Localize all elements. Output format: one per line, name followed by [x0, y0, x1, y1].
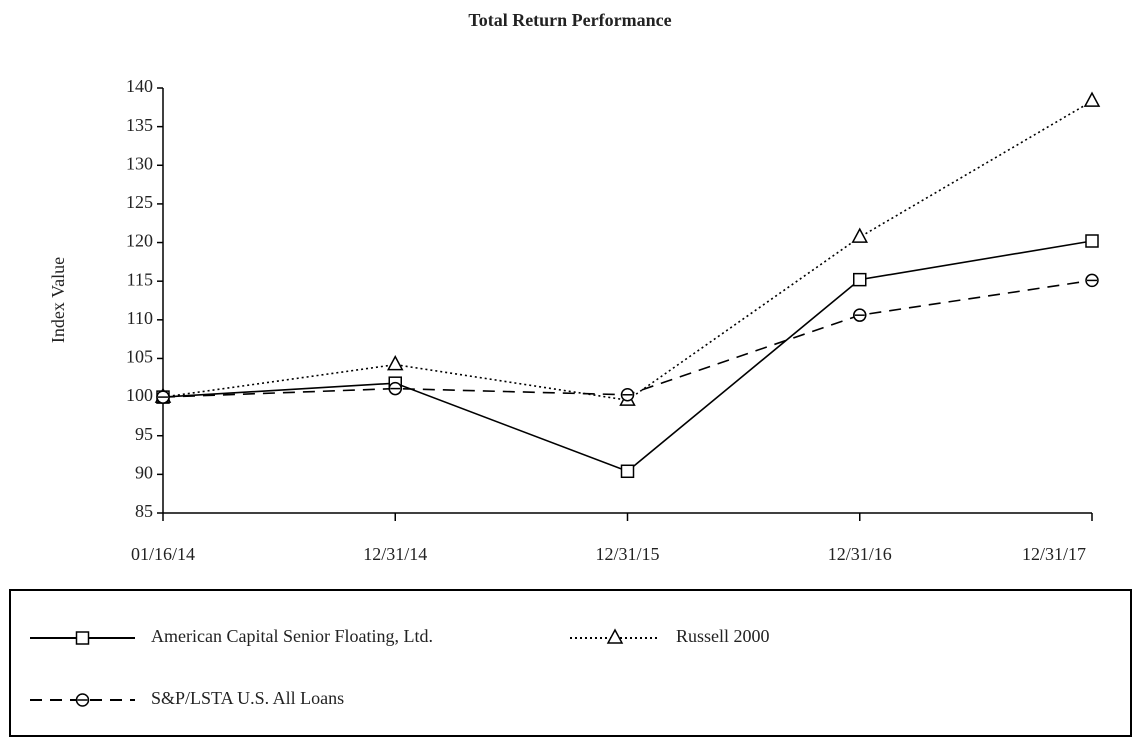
chart-title: Total Return Performance [468, 10, 671, 30]
series-line [162, 100, 1093, 402]
data-point [1083, 91, 1101, 107]
y-tick-label: 105 [126, 347, 153, 367]
series-line [162, 240, 1093, 473]
x-tick-label: 12/31/14 [363, 544, 427, 564]
data-point [851, 227, 869, 243]
y-tick-label: 140 [126, 76, 153, 96]
y-tick-label: 135 [126, 115, 153, 135]
y-tick-label: 115 [127, 269, 153, 289]
data-point [620, 464, 635, 479]
x-tick-label: 12/31/16 [828, 544, 892, 564]
series-line [162, 279, 1093, 398]
legend-marker [606, 628, 624, 644]
legend-label: S&P/LSTA U.S. All Loans [151, 688, 344, 708]
data-point [386, 355, 404, 371]
data-point [853, 272, 867, 287]
y-tick-label: 130 [126, 153, 153, 173]
y-tick-label: 85 [135, 501, 153, 521]
y-tick-label: 95 [135, 424, 153, 444]
x-tick-label: 01/16/14 [131, 544, 195, 564]
y-tick-label: 110 [127, 308, 153, 328]
legend-label: American Capital Senior Floating, Ltd. [151, 626, 433, 646]
legend-label: Russell 2000 [676, 626, 770, 646]
y-tick-label: 125 [126, 192, 153, 212]
y-axis-label: Index Value [48, 257, 68, 343]
data-point [1085, 234, 1099, 248]
x-tick-label: 12/31/15 [595, 544, 659, 564]
y-tick-label: 90 [135, 462, 153, 482]
legend-marker [75, 631, 90, 645]
legend-box [9, 589, 1132, 737]
x-tick-label: 12/31/17 [1022, 544, 1086, 564]
y-tick-label: 100 [126, 385, 153, 405]
y-tick-label: 120 [126, 231, 153, 251]
